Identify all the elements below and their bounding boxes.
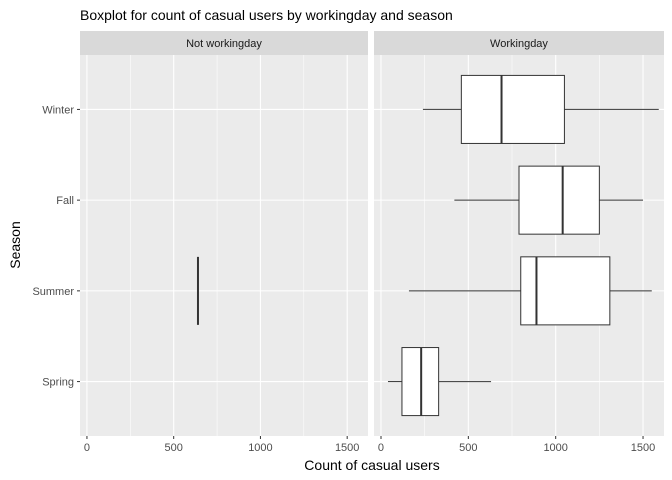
- box-winter: [422, 74, 659, 144]
- box-summer: [408, 256, 652, 326]
- gridlines-not-workingday: [80, 55, 368, 436]
- iqr-box: [518, 165, 600, 235]
- y-tick-label: Spring: [42, 377, 74, 389]
- x-axis-tick-labels: 0 500 1000 1500 0 500 1000 1500: [84, 436, 655, 454]
- y-axis-title: Season: [7, 221, 23, 268]
- boxes-workingday: [387, 74, 659, 417]
- y-axis-tick-labels: Spring Summer Fall Winter: [32, 104, 80, 389]
- box-spring: [387, 347, 492, 417]
- y-tick-label: Fall: [56, 195, 74, 207]
- y-tick-label: Winter: [42, 104, 74, 116]
- x-tick-label: 1000: [543, 442, 567, 454]
- facet-panel-not-workingday: Not workingday: [80, 31, 368, 436]
- x-tick-label: 1500: [631, 442, 655, 454]
- x-axis-title: Count of casual users: [304, 457, 439, 473]
- x-tick-label: 500: [165, 442, 183, 454]
- strip-label-not-workingday: Not workingday: [186, 38, 262, 50]
- panel-background-not-workingday: [80, 55, 368, 436]
- strip-background-not-workingday: [80, 31, 368, 55]
- x-tick-label: 0: [84, 442, 90, 454]
- x-tick-label: 1500: [335, 442, 359, 454]
- strip-label-workingday: Workingday: [490, 38, 548, 50]
- x-tick-label: 1000: [248, 442, 272, 454]
- x-tick-label: 500: [459, 442, 477, 454]
- iqr-box: [520, 256, 611, 326]
- box-fall: [454, 165, 644, 235]
- strip-background-workingday: [374, 31, 664, 55]
- iqr-box: [460, 74, 565, 144]
- chart-title: Boxplot for count of casual users by wor…: [80, 7, 453, 23]
- x-tick-label: 0: [378, 442, 384, 454]
- y-tick-label: Summer: [32, 286, 74, 298]
- facet-panel-workingday: Workingday: [374, 31, 664, 436]
